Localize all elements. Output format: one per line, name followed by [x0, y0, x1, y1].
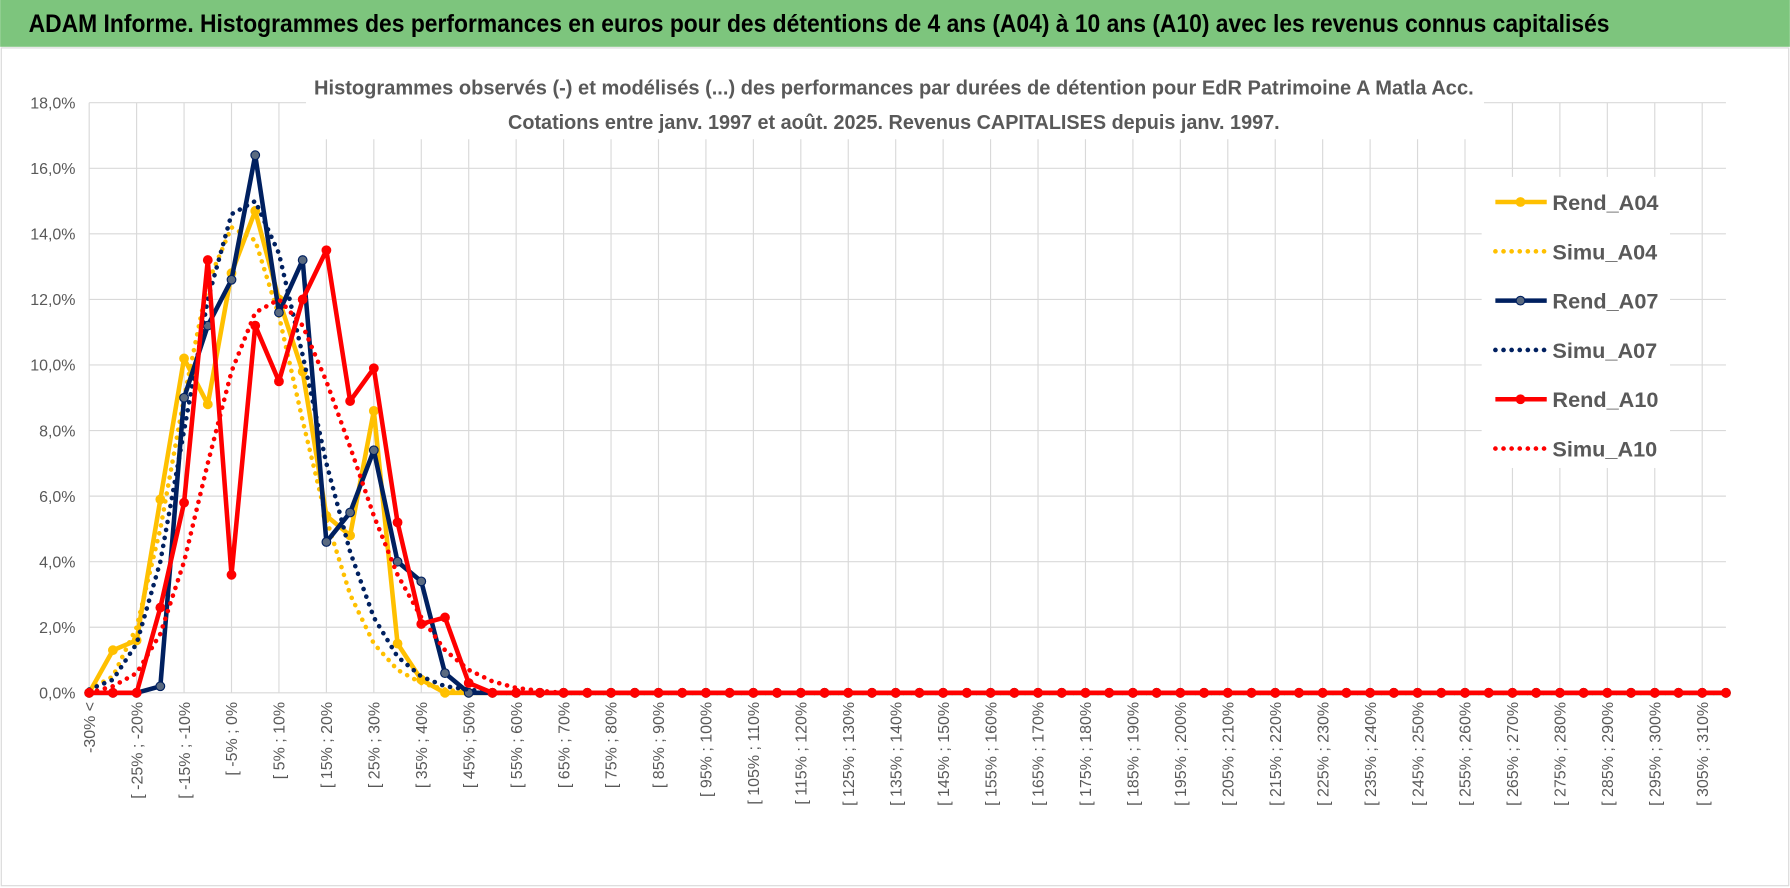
- point: [202, 255, 213, 265]
- x-tick-label: [ 115% ; 120%: [794, 702, 811, 805]
- x-tick-label: [ 265% ; 270%: [1505, 702, 1522, 806]
- x-tick-label: [ 205% ; 210%: [1220, 702, 1237, 806]
- x-tick-label: [ 305% ; 310%: [1695, 702, 1712, 806]
- point: [392, 638, 403, 649]
- point: [131, 687, 142, 698]
- legend-marker: [1515, 394, 1526, 405]
- legend-bg: [1481, 176, 1671, 468]
- point: [274, 376, 284, 387]
- point: [345, 396, 356, 406]
- legend-marker: [1515, 295, 1526, 306]
- chart-frame: [0, 47, 1790, 887]
- point: [511, 687, 522, 698]
- legend-marker: [1515, 197, 1526, 207]
- x-tick-label: [ 135% ; 140%: [888, 702, 905, 806]
- x-tick-label: [ 245% ; 250%: [1410, 702, 1427, 806]
- page-title: ADAM Informe. Histogrammes des performan…: [29, 10, 1610, 38]
- x-tick-label: [ 285% ; 290%: [1600, 702, 1617, 806]
- point: [297, 294, 308, 305]
- y-tick-label: 6,0%: [39, 489, 75, 506]
- x-tick-label: [ 45% ; 50%: [461, 702, 478, 788]
- point: [107, 645, 118, 656]
- point: [368, 405, 379, 416]
- point: [274, 307, 284, 318]
- title-bg: [306, 70, 1484, 140]
- point: [440, 668, 450, 679]
- y-tick-label: 14,0%: [30, 227, 75, 244]
- x-tick-label: [ 215% ; 220%: [1268, 702, 1285, 806]
- point: [155, 681, 166, 692]
- x-tick-label: [ 35% ; 40%: [414, 702, 431, 788]
- point: [392, 517, 403, 528]
- point: [392, 556, 403, 567]
- legend-label: Simu_A07: [1552, 338, 1657, 363]
- point: [321, 537, 332, 547]
- y-tick-label: 0,0%: [39, 686, 75, 703]
- chart-title: Histogrammes observés (-) et modélisés (…: [314, 77, 1474, 100]
- y-tick-label: 4,0%: [39, 554, 75, 571]
- legend-label: Rend_A07: [1552, 289, 1658, 314]
- x-tick-label: [ -5% ; 0%: [224, 702, 241, 776]
- point: [368, 445, 379, 456]
- y-tick-label: 16,0%: [30, 161, 75, 178]
- x-tick-label: [ 235% ; 240%: [1363, 702, 1380, 806]
- legend-label: Rend_A04: [1552, 190, 1658, 215]
- series-line: [86, 297, 1729, 696]
- y-tick-label: 10,0%: [30, 358, 75, 375]
- y-tick-label: 8,0%: [39, 423, 75, 440]
- point: [345, 507, 356, 518]
- x-tick-label: [ 15% ; 20%: [319, 702, 336, 788]
- point: [179, 497, 189, 508]
- x-tick-label: [ 225% ; 230%: [1315, 702, 1332, 806]
- x-tick-label: [ 105% ; 110%: [746, 702, 763, 805]
- x-tick-label: [ 85% ; 90%: [651, 702, 668, 788]
- x-tick-label: [ 75% ; 80%: [604, 702, 621, 788]
- x-tick-label: [ 195% ; 200%: [1173, 702, 1190, 806]
- x-tick-label: -30% <: [82, 702, 99, 753]
- point: [416, 576, 427, 587]
- point: [487, 687, 498, 698]
- x-tick-label: [ 95% ; 100%: [699, 702, 716, 797]
- x-tick-label: [ 255% ; 260%: [1458, 702, 1475, 806]
- point: [107, 687, 118, 698]
- plot: 0,0% 2,0% 4,0% 6,0% 8,0% 10,0% 12,0% 14,0% 16,0%…: [30, 95, 1731, 806]
- x-tick-label: [ 295% ; 300%: [1647, 702, 1664, 806]
- y-tick-label: 18,0%: [30, 95, 75, 112]
- x-tick-label: [ 155% ; 160%: [983, 702, 1000, 806]
- point: [321, 245, 332, 256]
- chart-subtitle: Cotations entre janv. 1997 et août. 2025…: [508, 111, 1280, 134]
- point: [440, 612, 450, 623]
- y-tick-label: 2,0%: [39, 620, 75, 637]
- y-tick-label: 12,0%: [30, 292, 75, 309]
- x-tick-label: [ -15% ; -10%: [177, 702, 194, 799]
- point: [179, 353, 189, 364]
- legend-label: Simu_A04: [1552, 239, 1657, 264]
- x-tick-label: [ 165% ; 170%: [1031, 702, 1048, 806]
- point: [463, 678, 474, 688]
- x-tick-label: [ 65% ; 70%: [556, 702, 573, 788]
- point: [368, 363, 379, 374]
- point: [155, 602, 166, 613]
- x-tick-label: [ 275% ; 280%: [1553, 702, 1570, 806]
- title-bar: [0, 0, 1790, 47]
- x-tick-label: [ 5% ; 10%: [272, 702, 289, 779]
- x-tick-label: [ 175% ; 180%: [1078, 702, 1095, 806]
- point: [226, 274, 237, 285]
- x-tick-label: [ 125% ; 130%: [841, 702, 858, 806]
- point: [226, 569, 237, 580]
- x-tick-label: [ -25% ; -20%: [129, 702, 146, 799]
- point: [202, 399, 213, 410]
- point: [179, 392, 189, 403]
- x-tick-label: [ 25% ; 30%: [367, 702, 384, 788]
- x-tick-label: [ 55% ; 60%: [509, 702, 526, 788]
- legend-label: Simu_A10: [1552, 437, 1657, 462]
- x-tick-label: [ 185% ; 190%: [1126, 702, 1143, 806]
- legend-label: Rend_A10: [1552, 387, 1658, 412]
- point: [297, 255, 308, 265]
- point: [250, 150, 261, 161]
- x-tick-label: [ 145% ; 150%: [936, 702, 953, 806]
